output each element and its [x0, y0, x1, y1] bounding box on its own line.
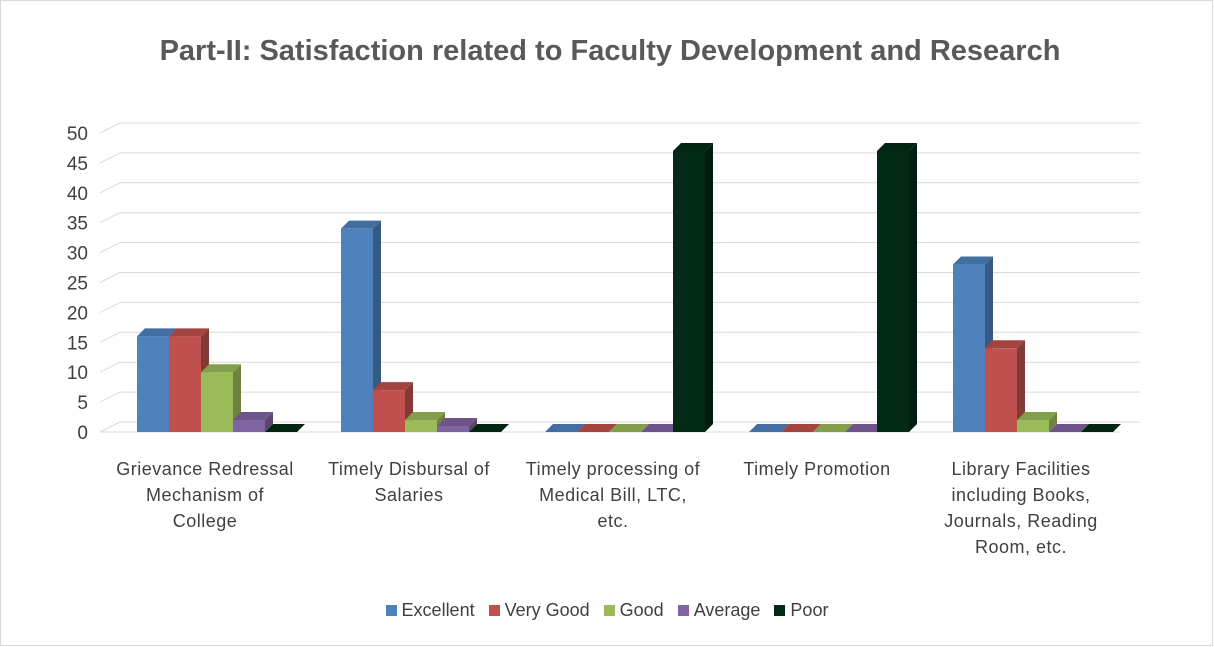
grid-line-side	[99, 272, 121, 283]
bar-top	[1081, 424, 1121, 432]
y-tick-label: 30	[67, 244, 88, 265]
bar	[233, 420, 265, 432]
bar-top	[845, 424, 885, 432]
grid-line-side	[99, 182, 121, 194]
legend-item: Poor	[774, 600, 828, 621]
grid-line-side	[99, 212, 121, 224]
y-tick-label: 25	[67, 274, 88, 295]
bar-top	[641, 424, 681, 432]
bar-top	[953, 256, 993, 265]
bar-side	[469, 418, 477, 432]
bar	[169, 336, 201, 432]
x-tick-label: Library Facilities including Books, Jour…	[944, 459, 1098, 557]
grid-line-side	[99, 391, 121, 403]
x-tick-label: Timely Promotion	[743, 459, 891, 479]
legend-label: Average	[693, 600, 761, 620]
legend-label: Poor	[790, 600, 829, 620]
bar-top	[469, 424, 509, 432]
grid-line-side	[99, 301, 121, 313]
bar-top	[265, 424, 305, 432]
bar-top	[1017, 412, 1057, 421]
bar-top	[341, 220, 381, 229]
grid-line-side	[99, 331, 121, 343]
bar-top	[405, 412, 445, 421]
bar-top	[137, 328, 177, 337]
bar	[341, 228, 373, 432]
bar-top	[1049, 424, 1089, 432]
bar-top	[233, 412, 273, 421]
bar-top	[577, 424, 617, 432]
bar-top	[169, 328, 209, 337]
bar-top	[781, 424, 821, 432]
y-tick-label: 0	[77, 423, 88, 444]
legend-item: Average	[677, 600, 761, 621]
bar-top	[877, 142, 917, 151]
legend: Excellent Very Good Good Average Poor	[0, 600, 1214, 621]
legend-label: Excellent	[401, 600, 475, 620]
y-tick-label: 20	[67, 303, 88, 324]
legend-item: Very Good	[488, 600, 590, 621]
legend-swatch	[488, 605, 500, 616]
x-tick-label: Grievance Redressal Mechanism of College	[116, 459, 294, 531]
grid-line-side	[99, 361, 121, 373]
grid-line-side	[99, 122, 121, 134]
bar	[405, 420, 437, 432]
x-tick-label: Timely Disbursal of Salaries	[328, 459, 490, 505]
bar	[1017, 420, 1049, 432]
legend-swatch	[774, 605, 786, 616]
y-tick-label: 15	[67, 333, 88, 354]
bar-side	[373, 220, 381, 432]
legend-label: Good	[619, 600, 664, 620]
bar-side	[1049, 412, 1057, 432]
y-tick-label: 50	[67, 124, 88, 145]
y-tick-label: 10	[67, 363, 88, 384]
y-tick-label: 40	[67, 184, 88, 205]
bar	[201, 372, 233, 432]
bar	[953, 264, 985, 432]
bar	[437, 426, 469, 432]
bar-top	[437, 418, 477, 427]
legend-label: Very Good	[504, 600, 590, 620]
bar	[877, 150, 909, 432]
legend-swatch	[603, 605, 615, 616]
bar-top	[985, 340, 1025, 349]
grid-line-side	[99, 152, 121, 164]
bar-top	[545, 424, 585, 432]
bar-top	[201, 364, 241, 373]
y-tick-label: 5	[77, 393, 88, 414]
bar-side	[909, 142, 917, 432]
bar	[137, 336, 169, 432]
bar-side	[1017, 340, 1025, 432]
bar-top	[813, 424, 853, 432]
bar	[373, 390, 405, 432]
bar-top	[673, 142, 713, 151]
bar	[985, 348, 1017, 432]
grid-line-side	[99, 242, 121, 254]
grid-line-side	[99, 421, 121, 433]
legend-swatch	[677, 605, 689, 616]
bar	[673, 150, 705, 432]
x-tick-label: Timely processing of Medical Bill, LTC, …	[525, 459, 701, 531]
bar-top	[373, 382, 413, 391]
chart-title: Part-II: Satisfaction related to Faculty…	[160, 35, 1061, 67]
legend-item: Good	[603, 600, 664, 621]
legend-item: Excellent	[385, 600, 475, 621]
y-tick-label: 45	[67, 154, 88, 175]
bar-side	[265, 412, 273, 432]
bar-top	[609, 424, 649, 432]
y-tick-label: 35	[67, 214, 88, 235]
legend-swatch	[385, 605, 397, 616]
bar-side	[705, 142, 713, 432]
bar-top	[749, 424, 789, 432]
